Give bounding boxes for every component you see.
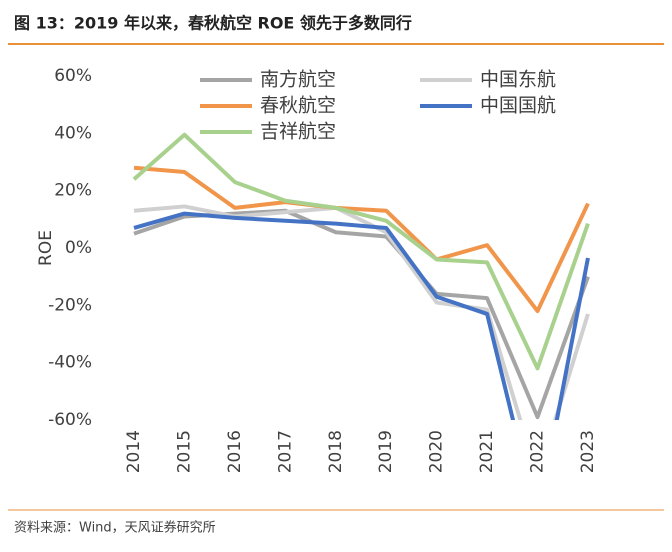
y-tick-label: -60% <box>48 410 92 430</box>
x-tick-label: 2015 <box>174 430 194 473</box>
source: 资料来源：Wind，天风证券研究所 <box>14 520 216 536</box>
x-tick-label: 2019 <box>376 430 396 473</box>
line-series <box>133 208 590 420</box>
x-tick-label: 2020 <box>427 430 447 473</box>
line-series <box>133 165 590 314</box>
y-tick-label: -40% <box>48 353 92 373</box>
y-tick-label: 60% <box>54 66 92 86</box>
x-tick-label: 2023 <box>578 430 598 473</box>
x-tick-label: 2022 <box>528 430 548 473</box>
y-tick-label: 0% <box>65 238 92 258</box>
legend-label: 中国东航 <box>480 69 556 91</box>
chart-title: 图 13：2019 年以来，春秋航空 ROE 领先于多数同行 <box>14 14 412 33</box>
x-tick-label: 2014 <box>124 430 144 473</box>
legend-label: 南方航空 <box>260 69 336 91</box>
line-series <box>133 204 590 420</box>
x-tick-label: 2018 <box>326 430 346 473</box>
line-series <box>132 132 590 371</box>
line-series <box>133 211 590 420</box>
legend-label: 春秋航空 <box>260 95 336 117</box>
y-tick-label: 20% <box>54 181 92 201</box>
x-tick-label: 2021 <box>477 430 497 473</box>
plot-area <box>132 132 590 420</box>
x-tick-label: 2016 <box>225 430 245 473</box>
x-tick-label: 2017 <box>275 430 295 473</box>
legend-label: 中国国航 <box>480 95 556 117</box>
y-tick-label: -20% <box>48 295 92 315</box>
y-axis-label: ROE <box>36 230 56 266</box>
legend-label: 吉祥航空 <box>260 121 336 143</box>
y-tick-label: 40% <box>54 123 92 143</box>
